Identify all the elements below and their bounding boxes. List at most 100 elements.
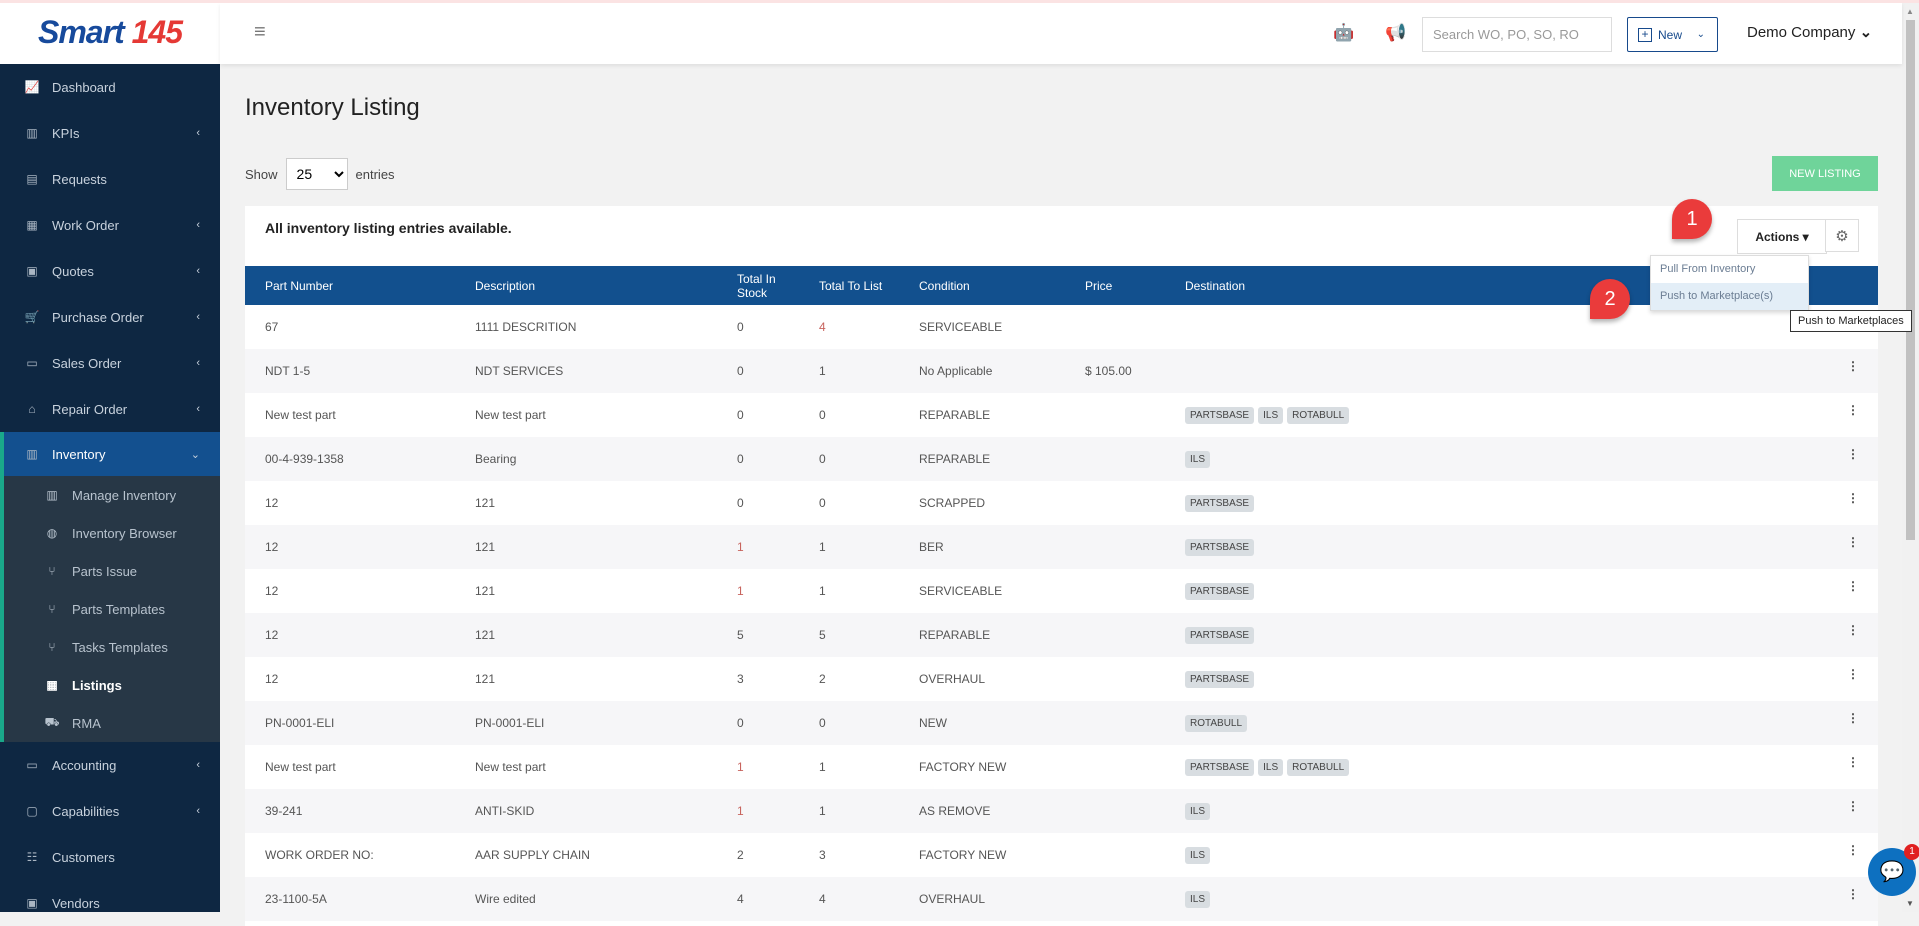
new-listing-button[interactable]: NEW LISTING [1772,156,1878,191]
scrollbar-thumb[interactable] [1906,20,1915,540]
actions-dropdown-button[interactable]: Actions ▾ [1737,219,1827,254]
column-header[interactable]: Condition [899,266,1065,305]
nav-label: Parts Issue [72,563,138,579]
table-cell: 23-1100-5A [245,877,455,921]
nav-label: Manage Inventory [72,487,177,503]
sub-item-manage-inventory[interactable]: ▥ Manage Inventory [4,476,220,514]
sub-item-parts-issue[interactable]: ⑂ Parts Issue [4,552,220,590]
row-menu-icon[interactable]: ⋮ [1847,491,1859,505]
scroll-down-icon: ▼ [1906,899,1914,908]
logo[interactable]: Smart 145 [0,0,220,64]
chevron-left-icon: ‹ [196,357,200,369]
column-header[interactable]: Part Number [245,266,455,305]
table-row[interactable]: 12 121 5 5 REPARABLE PARTSBASE ⋮ [245,613,1878,657]
column-header[interactable]: Total To List [799,266,899,305]
table-cell: FACTORY NEW [919,848,1007,862]
row-menu-icon[interactable]: ⋮ [1847,667,1859,681]
scrollbar[interactable]: ▲ ▼ [1902,3,1919,912]
table-cell: 0 [737,408,744,422]
nav-item-repair-order[interactable]: ⌂ Repair Order ‹ [0,386,220,432]
table-cell: 1 [737,760,744,774]
chat-button[interactable]: 💬 1 [1868,844,1919,896]
table-row[interactable]: 12 121 3 2 OVERHAUL PARTSBASE ⋮ [245,657,1878,701]
destination-cell: ILS [1165,877,1828,921]
sub-item-rma[interactable]: ⛟ RMA [4,704,220,742]
row-menu-icon[interactable]: ⋮ [1847,755,1859,769]
table-cell: 1111 DESCRITION [475,320,577,334]
table-row[interactable]: 12 121 0 0 SCRAPPED PARTSBASE ⋮ [245,481,1878,525]
nav-item-requests[interactable]: ▤ Requests [0,156,220,202]
table-row[interactable]: New test part New test part 1 1 FACTORY NEW P… [245,745,1878,789]
gear-icon[interactable]: ⚙ [1825,219,1859,252]
row-menu-icon[interactable]: ⋮ [1828,437,1878,481]
menu-item-pull-from-inventory[interactable]: Pull From Inventory [1660,263,1756,275]
nav-item-vendors[interactable]: ▣ Vendors [0,880,220,926]
row-menu-icon[interactable]: ⋮ [1847,843,1859,857]
table-cell: New test part [265,408,336,422]
table-cell: 5 [717,613,799,657]
table-cell: 2 [737,848,744,862]
table-cell: SERVICEABLE [919,320,1003,334]
nav-item-inventory[interactable]: ▥ Inventory ⌄ [0,432,220,476]
nav-label: Repair Order [52,401,128,417]
robot-icon[interactable]: 🤖 [1333,23,1355,42]
megaphone-icon[interactable]: 📢 [1385,23,1407,42]
table-cell: PN-0001-ELI [455,701,717,745]
row-menu-icon[interactable]: ⋮ [1828,701,1878,745]
table-row[interactable]: NDT 1-5 NDT SERVICES 0 1 No Applicable $ 105.… [245,349,1878,393]
nav-item-quotes[interactable]: ▣ Quotes ‹ [0,248,220,294]
table-cell: PN-0001-ELI [245,701,455,745]
row-menu-icon[interactable]: ⋮ [1828,349,1878,393]
document-icon: ▤ [26,172,38,186]
cart-icon: 🛒 [24,310,40,324]
tooltip: Push to Marketplaces [1790,310,1912,332]
page-size-select[interactable]: 25 [285,158,348,190]
table-row[interactable]: 12 121 1 1 SERVICEABLE PARTSBASE ⋮ [245,569,1878,613]
search-input[interactable] [1422,17,1612,52]
table-row[interactable]: 39-241 ANTI-SKID 1 1 AS REMOVE ILS ⋮ [245,789,1878,833]
table-cell: 1 [799,789,899,833]
sub-item-parts-templates[interactable]: ⑂ Parts Templates [4,590,220,628]
table-cell: 0 [819,496,826,510]
sub-item-inventory-browser[interactable]: ◍ Inventory Browser [4,514,220,552]
menu-item-push-to-marketplaces[interactable]: Push to Marketplace(s) [1651,283,1808,310]
row-menu-icon[interactable]: ⋮ [1828,789,1878,833]
nav-item-customers[interactable]: ☷ Customers [0,834,220,880]
table-cell: REPARABLE [899,437,1065,481]
nav-item-purchase-order[interactable]: 🛒 Purchase Order ‹ [0,294,220,340]
nav-item-work-order[interactable]: ▦ Work Order ‹ [0,202,220,248]
table-cell: SCRAPPED [919,496,986,510]
nav-item-capabilities[interactable]: ▢ Capabilities ‹ [0,788,220,834]
destination-badge: PARTSBASE [1185,582,1255,600]
destination-badge: PARTSBASE [1185,670,1255,688]
new-button[interactable]: + New ⌄ [1627,17,1718,52]
table-cell [1065,613,1165,657]
column-header[interactable]: Description [455,266,717,305]
column-header[interactable]: Total In Stock [717,266,799,305]
nav-item-dashboard[interactable]: 📈 Dashboard [0,64,220,110]
table-row[interactable]: 23-1100-5A Wire edited 4 4 OVERHAUL ILS ⋮ [245,877,1878,921]
row-menu-icon[interactable]: ⋮ [1828,525,1878,569]
table-cell: 0 [799,437,899,481]
table-row[interactable]: 12 121 1 1 BER PARTSBASE ⋮ [245,525,1878,569]
table-row[interactable]: WORK ORDER NO: AAR SUPPLY CHAIN 2 3 FACTORY … [245,833,1878,877]
table-row[interactable]: 67 1111 DESCRITION 0 4 SERVICEABLE [245,305,1878,349]
sub-item-listings[interactable]: ▦ Listings [4,666,220,704]
row-menu-icon[interactable]: ⋮ [1828,613,1878,657]
table-cell: AS REMOVE [899,789,1065,833]
table-cell: 2 [819,672,826,686]
table-cell: 121 [455,613,717,657]
row-menu-icon[interactable]: ⋮ [1847,403,1859,417]
table-cell: 12 [245,525,455,569]
table-row[interactable]: New test part New test part 0 0 REPARABLE PAR… [245,393,1878,437]
row-menu-icon[interactable]: ⋮ [1847,579,1859,593]
nav-item-kpis[interactable]: ▥ KPIs ‹ [0,110,220,156]
sub-item-tasks-templates[interactable]: ⑂ Tasks Templates [4,628,220,666]
hamburger-menu-icon[interactable]: ≡ [254,21,266,43]
table-row[interactable]: PN-0001-ELI PN-0001-ELI 0 0 NEW ROTABULL ⋮ [245,701,1878,745]
nav-item-sales-order[interactable]: ▭ Sales Order ‹ [0,340,220,386]
column-header[interactable]: Price [1065,266,1165,305]
table-row[interactable]: 00-4-939-1358 Bearing 0 0 REPARABLE ILS ⋮ [245,437,1878,481]
nav-item-accounting[interactable]: ▭ Accounting ‹ [0,742,220,788]
company-dropdown[interactable]: Demo Company ⌄ [1747,24,1873,41]
